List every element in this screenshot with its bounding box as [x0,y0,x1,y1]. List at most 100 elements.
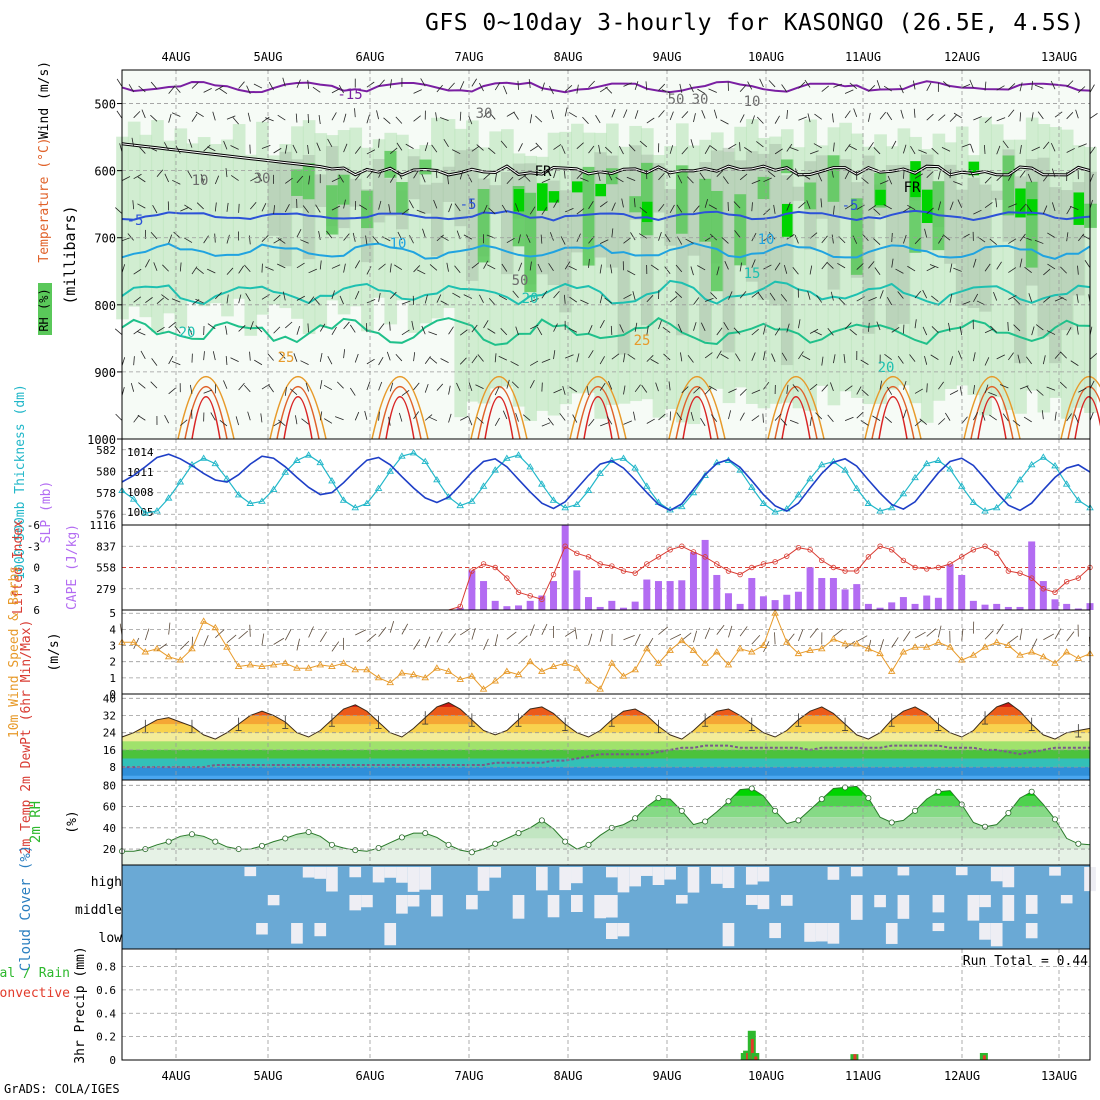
wind-barb [844,170,850,180]
wind-barb [127,233,134,241]
wind-speed-point [911,643,919,650]
wind-barb [459,357,467,365]
wind-barb [588,418,595,427]
wind-barb [200,173,205,183]
wind-barb [757,292,764,301]
warm-temperature-contour [191,395,221,440]
wind-barb [801,355,811,361]
lifted-index-point [515,589,522,595]
wind-barb [301,418,309,425]
wind-barb [641,384,648,393]
wind-barb [150,81,158,90]
top-date-label: 5AUG [254,50,283,64]
warm-temperature-contour [970,386,1014,440]
wind-barb [883,85,892,92]
cape-bar [736,603,744,610]
wind-barb [658,626,669,635]
wind-speed-point [316,661,325,668]
wind-barb [942,234,951,241]
lifted-index-point [457,603,463,610]
wind-barb [989,414,997,421]
wind-barb [431,144,438,153]
rh-point [585,841,592,848]
wind-speed-point [293,664,301,671]
wind-barb [468,416,473,426]
wind-speed-point [1039,652,1048,660]
wind-barb [891,258,894,268]
wind-barb [180,207,189,212]
wind-barb [416,209,426,214]
thickness-point [1004,492,1013,499]
rh-point [258,842,265,849]
rh-band-light [209,144,223,304]
wind-barb [1036,389,1044,396]
cloud-cell [617,923,630,937]
wind-barb [903,234,907,244]
temp-tick-label: 32 [103,710,116,723]
wind-barb [454,203,461,212]
cape-bar [934,597,942,610]
cape-bar [1039,581,1047,610]
cloud-cell [559,867,572,891]
wind-barb [378,263,386,270]
thickness-point [386,467,395,474]
rh-band-dark [595,183,606,197]
wind-barb [756,141,764,148]
wind-barb [1046,330,1056,335]
cloud-cell [1025,923,1038,939]
wind-barb [1078,143,1087,148]
wind-barb [884,354,892,361]
wind-barb [389,291,397,299]
cape-bar [853,584,861,610]
lifted-index-point [959,554,965,560]
wind-speed-point [782,638,791,645]
wind-barb [789,419,799,424]
wind-barb [378,323,385,331]
cloud-cell [431,895,443,917]
wind-barb [296,326,300,335]
wind-barb [938,381,944,390]
contour-label: FR [535,164,552,180]
wind-barb [674,291,683,299]
wind-barb [156,169,164,177]
lifted-index-point [1028,575,1035,581]
wind-barb [203,351,205,361]
wind-barb [883,204,892,210]
wind-barb [378,79,385,87]
cloud-cell [302,867,315,878]
wind-barb [664,234,671,243]
wind-barb [786,384,789,394]
rh-band-grey [1049,187,1062,364]
wind-barb [722,176,729,185]
cape-bar [759,596,767,610]
wind-barb [394,264,403,271]
wind-barb [471,355,478,364]
wind-barb [529,206,536,215]
wind-barb [506,631,517,640]
wind-barb [844,110,851,119]
wind-speed-point [864,644,873,652]
lifted-index-point [854,568,860,574]
wind-barb [308,296,315,305]
wind-barb [632,291,636,301]
wind-barb [604,146,613,154]
wind-barb [827,414,834,423]
cloud-cell [1060,895,1073,904]
thickness-point [223,474,231,482]
wind-barb [284,629,292,641]
wind-barb [685,238,694,244]
wind-barb [807,113,811,123]
wind-speed-point [899,648,908,655]
isotherm-line [121,80,1091,94]
wind-barb [553,169,557,179]
wind-barb [354,146,361,154]
wind-barb [972,258,977,268]
cloud-cell [407,895,420,907]
wind-barb [668,381,671,391]
rh-band [122,817,1090,828]
wind-barb [421,173,426,183]
thickness-point [561,503,569,511]
wind-barb [693,630,698,643]
